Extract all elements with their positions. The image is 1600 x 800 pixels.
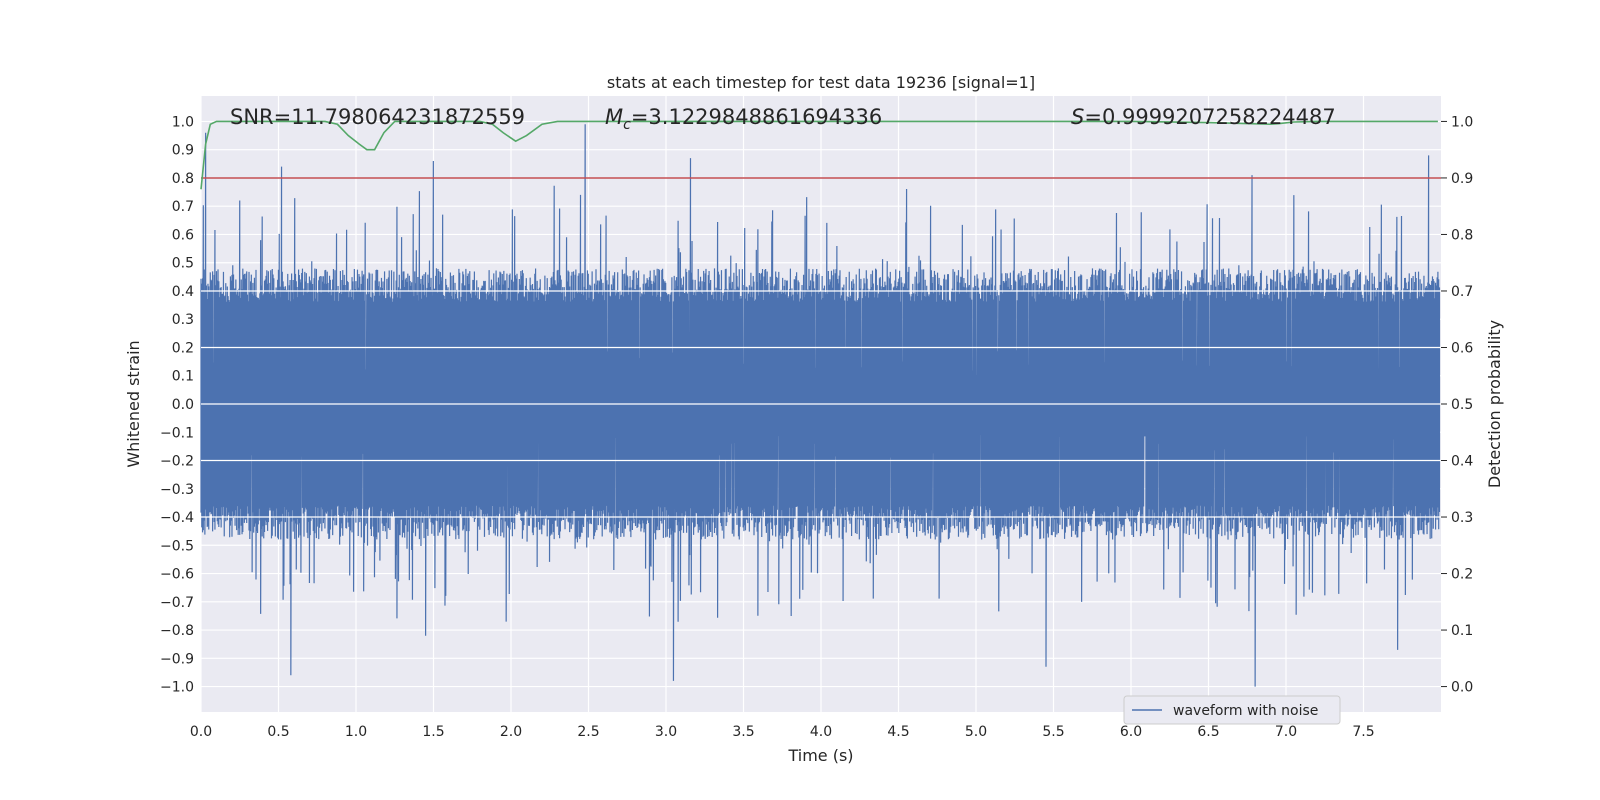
x-tick-label: 5.0	[965, 724, 987, 740]
y2-tick-label: 0.5	[1451, 397, 1473, 413]
x-tick-label: 2.5	[577, 724, 599, 740]
legend-label-waveform: waveform with noise	[1173, 703, 1318, 719]
y-tick-label: −0.5	[160, 538, 194, 554]
x-tick-label: 2.0	[500, 724, 522, 740]
x-ticks: 0.0 0.5 1.0 1.5 2.0 2.5 3.0 3.5 4.0 4.5 5.0 5.5 6.0 6…	[190, 724, 1375, 740]
y-tick-label: 0.4	[172, 284, 194, 300]
y-tick-label: −0.3	[160, 482, 194, 498]
chirp-mass-value: =3.1229848861694336	[631, 105, 882, 129]
x-tick-label: 6.5	[1197, 724, 1219, 740]
x-tick-label: 6.0	[1120, 724, 1142, 740]
x-tick-label: 7.0	[1275, 724, 1297, 740]
y-tick-label: −0.1	[160, 425, 194, 441]
x-tick-label: 5.5	[1042, 724, 1064, 740]
y2-tick-label: 0.3	[1451, 510, 1473, 526]
x-tick-label: 7.5	[1352, 724, 1374, 740]
x-tick-label: 0.5	[267, 724, 289, 740]
y2-tick-label: 0.6	[1451, 340, 1473, 356]
waveform-series	[200, 124, 1441, 687]
y-tick-label: −0.9	[160, 651, 194, 667]
x-axis-label: Time (s)	[787, 746, 853, 765]
x-tick-label: 3.0	[655, 724, 677, 740]
x-tick-label: 1.5	[422, 724, 444, 740]
y2-tick-label: 0.8	[1451, 227, 1473, 243]
waveform-trace	[200, 124, 1441, 687]
y-tick-label: −0.6	[160, 567, 194, 583]
y2-tick-label: 0.0	[1451, 680, 1473, 696]
x-tick-label: 0.0	[190, 724, 212, 740]
y-tick-label: 0.2	[172, 340, 194, 356]
y-tick-label: −0.8	[160, 623, 194, 639]
y-tick-label: 0.5	[172, 256, 194, 272]
y-axis-label: Whitened strain	[124, 340, 143, 467]
x-tick-label: 3.5	[732, 724, 754, 740]
y-tick-label: 0.3	[172, 312, 194, 328]
y-tick-label: −0.7	[160, 595, 194, 611]
y-tick-label: 0.9	[172, 143, 194, 159]
y2-tick-label: 0.7	[1451, 284, 1473, 300]
y2-tick-label: 0.2	[1451, 567, 1473, 583]
y-tick-label: 1.0	[172, 114, 194, 130]
snr-annotation: SNR=11.798064231872559	[230, 105, 525, 129]
y-tick-label: 0.0	[172, 397, 194, 413]
y-tick-label: 0.7	[172, 199, 194, 215]
y-tick-label: 0.8	[172, 171, 194, 187]
y-tick-label: −1.0	[160, 680, 194, 696]
x-tick-label: 4.5	[887, 724, 909, 740]
score-value: =0.9999207258224487	[1084, 105, 1335, 129]
y-ticks: 1.0 0.9 0.8 0.7 0.6 0.5 0.4 0.3 0.2 0.1 0.0 −0.1 −0.…	[160, 114, 194, 695]
y-tick-label: 0.6	[172, 227, 194, 243]
score-annotation: S=0.9999207258224487	[1071, 105, 1336, 129]
y2-tick-label: 1.0	[1451, 114, 1473, 130]
y2-tick-label: 0.9	[1451, 171, 1473, 187]
chart-title: stats at each timestep for test data 192…	[607, 73, 1035, 92]
y2-axis-label: Detection probability	[1485, 320, 1504, 488]
y-tick-label: −0.4	[160, 510, 194, 526]
y2-tick-label: 0.1	[1451, 623, 1473, 639]
y-tick-label: 0.1	[172, 369, 194, 385]
detection-probability-line	[200, 120, 1438, 190]
y-tick-label: −0.2	[160, 454, 194, 470]
score-symbol: S	[1071, 105, 1084, 129]
legend: waveform with noise	[1123, 695, 1341, 725]
y2-ticks: 1.0 0.9 0.8 0.7 0.6 0.5 0.4 0.3 0.2 0.1 0.0	[1441, 114, 1473, 696]
legend-box	[1123, 695, 1341, 725]
x-tick-label: 4.0	[810, 724, 832, 740]
chirp-mass-subscript: c	[623, 117, 631, 133]
chirp-mass-symbol: M	[605, 105, 623, 129]
y2-tick-label: 0.4	[1451, 454, 1473, 470]
x-tick-label: 1.0	[345, 724, 367, 740]
chirp-mass-annotation: Mc=3.1229848861694336	[605, 105, 882, 133]
